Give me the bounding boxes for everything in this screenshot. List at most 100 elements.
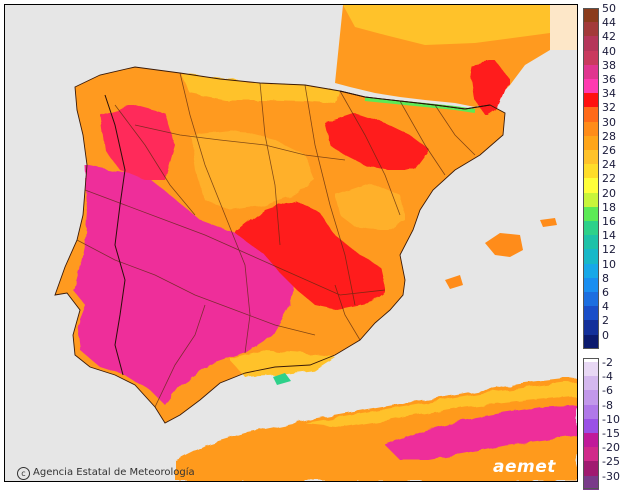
legend-swatch <box>583 135 599 150</box>
legend-item: 18 <box>583 201 627 222</box>
legend-swatch <box>583 390 599 405</box>
legend-item: 36 <box>583 73 627 94</box>
mild-zone-sierra-nevada <box>230 350 335 377</box>
legend-item: 4 <box>583 300 627 321</box>
legend-swatch <box>583 64 599 79</box>
legend-swatch <box>583 36 599 51</box>
portugal-border <box>104 94 126 376</box>
legend-label: -6 <box>602 384 613 398</box>
legend-swatch <box>583 249 599 264</box>
international-border <box>339 90 491 110</box>
legend-swatch <box>583 93 599 108</box>
legend-item: 30 <box>583 116 627 137</box>
legend-label: -10 <box>602 412 620 426</box>
legend-label: 50 <box>602 2 616 15</box>
legend-swatch <box>583 206 599 221</box>
aemet-logo: aemet <box>493 457 556 477</box>
temperature-map: c Agencia Estatal de Meteorología aemet <box>4 4 578 482</box>
legend-swatch <box>583 362 599 377</box>
france-top-right-light <box>550 5 577 50</box>
legend-swatch <box>583 433 599 448</box>
legend-label: 24 <box>602 158 616 172</box>
legend-swatch <box>583 306 599 321</box>
legend-swatch <box>583 107 599 122</box>
legend-item: -10 <box>583 413 627 434</box>
legend-item: 6 <box>583 286 627 307</box>
legend-item: 16 <box>583 215 627 236</box>
copyright-icon: c <box>17 467 30 480</box>
legend-item: 12 <box>583 243 627 264</box>
legend-label: 16 <box>602 215 616 228</box>
credit-text: Agencia Estatal de Meteorología <box>33 467 195 478</box>
legend-label: -20 <box>602 441 620 455</box>
legend-item: 38 <box>583 59 627 80</box>
legend-swatch <box>583 418 599 433</box>
north-africa-atlas <box>385 405 577 460</box>
legend-swatch <box>583 192 599 207</box>
legend-swatch <box>583 221 599 236</box>
legend-item: -30 <box>583 470 627 491</box>
legend-item: 8 <box>583 272 627 293</box>
legend-label: 12 <box>602 243 616 257</box>
legend-item: -8 <box>583 399 627 420</box>
legend-label: 10 <box>602 257 616 271</box>
legend-label: 14 <box>602 229 616 243</box>
cool-spot-sierra-nevada <box>273 373 291 385</box>
legend-swatch <box>583 164 599 179</box>
legend-negative-border <box>583 358 599 489</box>
legend-item: -20 <box>583 441 627 462</box>
legend-label: -30 <box>602 469 620 483</box>
legend-item: 2 <box>583 314 627 335</box>
hot-zone-southwest <box>73 165 295 405</box>
legend-label: -25 <box>602 455 620 469</box>
legend-item: 42 <box>583 30 627 51</box>
legend-swatch <box>583 79 599 94</box>
mallorca <box>485 233 523 257</box>
legend-swatch <box>583 263 599 278</box>
ibiza <box>445 275 463 289</box>
legend-label: 20 <box>602 186 616 200</box>
legend-label: 34 <box>602 87 616 101</box>
legend-label: 32 <box>602 101 616 115</box>
legend-positive-border <box>583 8 599 349</box>
legend-item: 0 <box>583 329 627 350</box>
legend-swatch <box>583 404 599 419</box>
legend-swatch <box>583 376 599 391</box>
legend-item: 50 <box>583 2 627 23</box>
hot-zone-central <box>235 200 385 310</box>
france-north-yellow <box>343 5 550 45</box>
legend-swatch <box>583 121 599 136</box>
legend-item: -6 <box>583 384 627 405</box>
legend-item: -15 <box>583 427 627 448</box>
legend-swatch <box>583 334 599 349</box>
legend-label: 28 <box>602 129 616 143</box>
legend-item: 24 <box>583 158 627 179</box>
legend-swatch <box>583 235 599 250</box>
legend-swatch <box>583 461 599 476</box>
mild-zone-eastern-mountains <box>335 183 405 230</box>
legend-item: 32 <box>583 101 627 122</box>
legend-item: 20 <box>583 187 627 208</box>
legend-item: -4 <box>583 370 627 391</box>
hot-zone-catalonia <box>470 60 510 115</box>
legend-label: 38 <box>602 58 616 72</box>
legend-swatch <box>583 150 599 165</box>
legend-label: 8 <box>602 271 609 285</box>
legend-label: 40 <box>602 44 616 58</box>
legend-item: 28 <box>583 130 627 151</box>
legend-label: -8 <box>602 398 613 412</box>
legend-swatch <box>583 50 599 65</box>
mild-zone-cantabrian <box>180 73 340 103</box>
legend-label: 36 <box>602 73 616 86</box>
legend-item: 22 <box>583 172 627 193</box>
menorca <box>540 218 557 227</box>
legend-swatch <box>583 292 599 307</box>
north-africa-coast-yellow <box>305 381 577 427</box>
legend-label: -15 <box>602 427 620 440</box>
legend-label: 44 <box>602 16 616 30</box>
legend-label: 0 <box>602 328 609 342</box>
legend-label: 6 <box>602 286 609 299</box>
legend-swatch <box>583 22 599 37</box>
legend-swatch <box>583 447 599 462</box>
legend-label: -2 <box>602 356 613 369</box>
